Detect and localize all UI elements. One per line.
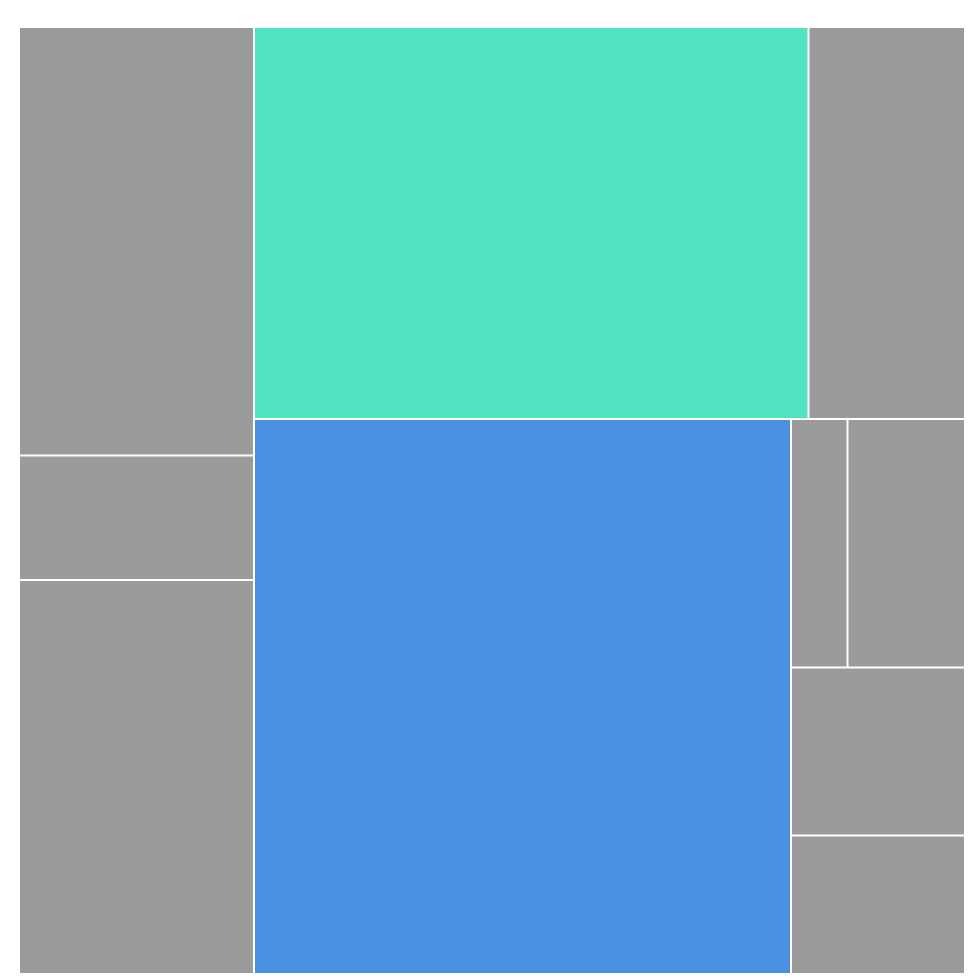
treemap-tile-1-1 bbox=[18, 26, 255, 457]
treemap-tile-1-2 bbox=[18, 454, 255, 581]
treemap-tile-2-1 bbox=[252, 26, 810, 421]
treemap-tile-1-3 bbox=[18, 578, 255, 976]
treemap-tile-3-4 bbox=[789, 666, 966, 837]
treemap-tile-2-2 bbox=[252, 418, 792, 975]
treemap-tile-3-5 bbox=[789, 834, 966, 976]
treemap-tile-3-2 bbox=[789, 418, 849, 669]
treemap-tile-3-1 bbox=[807, 26, 966, 421]
treemap-tile-3-3 bbox=[846, 418, 966, 669]
